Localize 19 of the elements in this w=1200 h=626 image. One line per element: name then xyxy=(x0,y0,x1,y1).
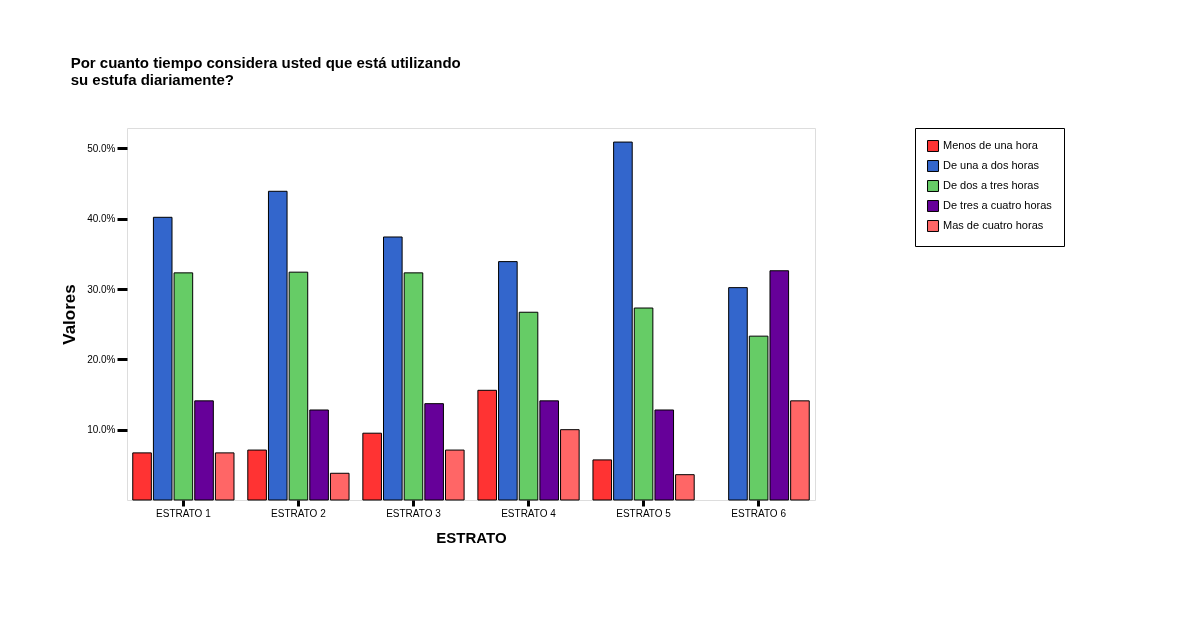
y-tick-label: 10.0% xyxy=(87,424,116,436)
legend-label: De dos a tres horas xyxy=(943,179,1040,191)
x-tick-label: ESTRATO 5 xyxy=(616,507,672,519)
x-axis-title: ESTRATO xyxy=(436,528,507,546)
legend-label: Mas de cuatro horas xyxy=(943,219,1044,231)
legend-label: De una a dos horas xyxy=(943,159,1040,171)
x-tick-label: ESTRATO 3 xyxy=(386,507,442,519)
y-tick-label: 50.0% xyxy=(87,142,116,154)
x-tick-label: ESTRATO 2 xyxy=(271,507,327,519)
y-tick-label: 40.0% xyxy=(87,213,116,225)
chart-title: Por cuanto tiempo considera usted que está utilizando su estufa diariamente? xyxy=(70,53,461,88)
x-tick-label: ESTRATO 4 xyxy=(501,507,557,519)
legend-label: Menos de una hora xyxy=(943,139,1039,151)
x-tick-label: ESTRATO 1 xyxy=(156,507,212,519)
x-tick-label: ESTRATO 6 xyxy=(731,507,787,519)
y-axis-title: Valores xyxy=(60,284,80,345)
y-tick-label: 30.0% xyxy=(87,283,116,295)
y-tick-label: 20.0% xyxy=(87,353,116,365)
legend-label: De tres a cuatro horas xyxy=(943,199,1053,211)
